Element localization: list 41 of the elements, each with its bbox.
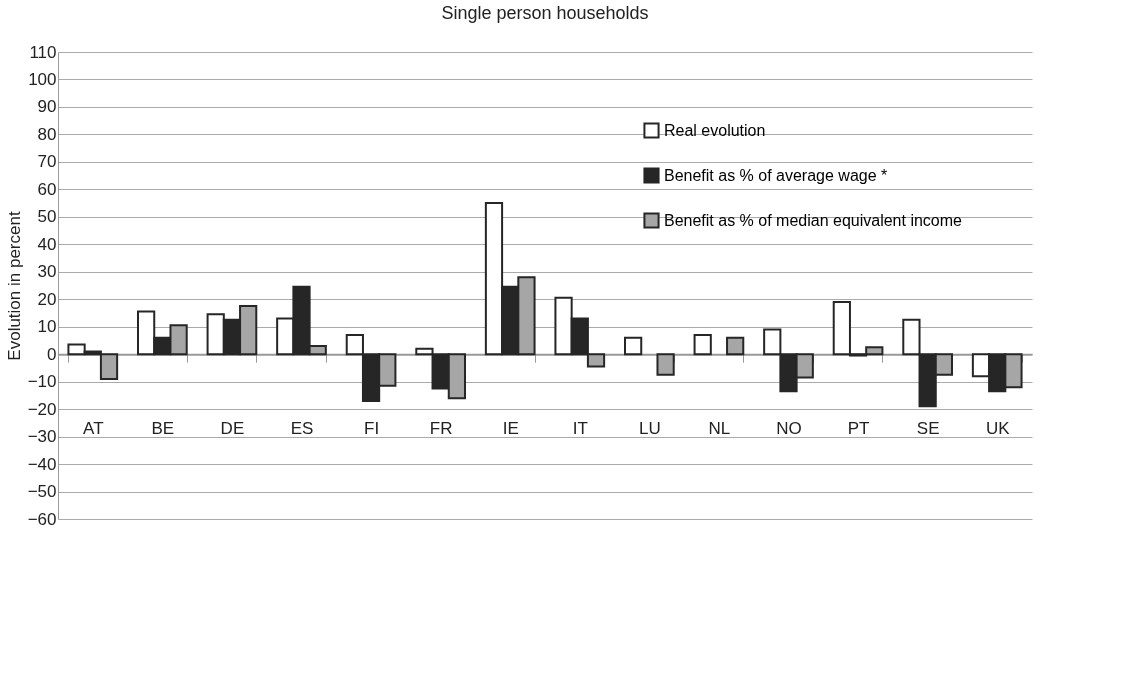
y-tick-label: 70: [37, 152, 57, 172]
y-tick-label: −30: [27, 427, 57, 447]
legend-label: Real evolution: [664, 121, 766, 139]
legend-label: Benefit as % of average wage *: [664, 166, 888, 184]
y-tick-label: 60: [37, 179, 57, 199]
x-tick-label: NO: [776, 418, 802, 438]
y-tick-label: −60: [27, 509, 57, 529]
x-tick-label: BE: [151, 418, 175, 438]
y-axis-title: Evolution in percent: [4, 211, 24, 361]
x-tick-label: NL: [708, 418, 731, 438]
y-tick-label: 30: [37, 262, 57, 282]
y-tick-label: −20: [27, 399, 57, 419]
x-tick-label: IT: [572, 418, 588, 438]
y-tick-label: 100: [28, 69, 57, 89]
bar: [656, 353, 675, 376]
y-tick-label: −40: [27, 454, 57, 474]
y-tick-label: 110: [29, 42, 57, 62]
x-tick-label: FR: [429, 418, 453, 438]
x-tick-label: SE: [916, 418, 940, 438]
y-tick-label: 80: [37, 124, 57, 144]
y-tick-label: 20: [37, 289, 57, 309]
y-tick-label: 50: [37, 207, 57, 227]
x-tick-label: DE: [220, 418, 245, 438]
y-tick-label: −10: [27, 372, 57, 392]
x-tick-label: FI: [364, 418, 380, 438]
x-tick-label: LU: [638, 418, 661, 438]
y-tick-label: 90: [37, 97, 57, 117]
y-tick-label: 0: [47, 344, 57, 364]
x-tick-label: UK: [985, 418, 1011, 438]
x-tick-label: PT: [847, 418, 870, 438]
bar: [624, 336, 643, 356]
bar: [693, 333, 712, 356]
x-tick-label: IE: [502, 418, 519, 438]
x-tick-label: AT: [83, 418, 104, 438]
y-tick-label: 10: [37, 317, 57, 337]
x-tick-label: ES: [290, 418, 314, 438]
y-tick-label: 40: [37, 234, 57, 254]
legend-label: Benefit as % of median equivalent income: [664, 211, 963, 229]
bar: [726, 336, 745, 356]
y-tick-label: −50: [27, 482, 57, 502]
chart-title: Single person households: [441, 3, 649, 23]
